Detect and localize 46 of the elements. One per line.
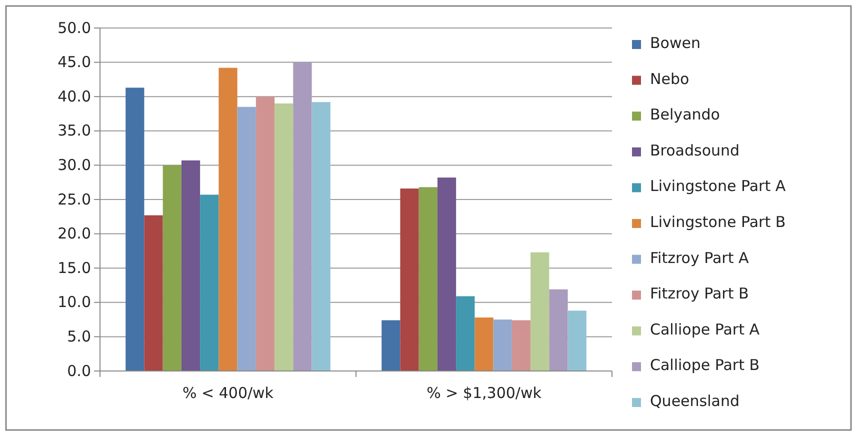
legend-label: Belyando bbox=[650, 106, 720, 124]
bar bbox=[237, 106, 256, 371]
bar bbox=[144, 215, 163, 371]
y-tick-label: 15.0 bbox=[58, 258, 91, 277]
bar bbox=[162, 165, 182, 371]
bar bbox=[126, 88, 144, 371]
legend-label: Bowen bbox=[650, 34, 700, 52]
bar bbox=[474, 317, 494, 371]
bar bbox=[568, 310, 586, 371]
legend-label: Fitzroy Part B bbox=[650, 284, 749, 303]
bar bbox=[293, 62, 312, 371]
bar bbox=[512, 320, 531, 371]
legend-label: Fitzroy Part A bbox=[650, 248, 750, 267]
x-tick-label: % > $1,300/wk bbox=[426, 384, 542, 402]
legend-label: Nebo bbox=[650, 70, 690, 88]
bar bbox=[382, 320, 400, 371]
legend-label: Broadsound bbox=[650, 141, 740, 160]
y-tick-label: 20.0 bbox=[58, 224, 91, 243]
bar bbox=[437, 178, 456, 371]
bar bbox=[456, 296, 475, 371]
legend-label: Livingstone Part B bbox=[650, 213, 786, 231]
y-tick-label: 45.0 bbox=[58, 53, 91, 72]
bar bbox=[530, 252, 550, 371]
bar bbox=[312, 102, 330, 371]
bar bbox=[418, 187, 438, 371]
bar bbox=[181, 160, 200, 371]
y-tick-label: 35.0 bbox=[58, 122, 91, 140]
y-tick-label: 25.0 bbox=[58, 190, 91, 208]
y-tick-label: 40.0 bbox=[58, 87, 91, 106]
legend-label: Calliope Part A bbox=[650, 320, 760, 338]
y-tick-label: 10.0 bbox=[58, 293, 91, 312]
bar bbox=[218, 68, 238, 371]
bar bbox=[400, 188, 419, 371]
y-tick-label: 0.0 bbox=[67, 362, 91, 380]
legend-label: Queensland bbox=[650, 392, 740, 410]
y-tick-label: 5.0 bbox=[67, 328, 91, 346]
legend-label: Livingstone Part A bbox=[650, 177, 786, 196]
y-tick-label: 30.0 bbox=[58, 156, 91, 174]
legend-label: Calliope Part B bbox=[650, 356, 760, 374]
bar bbox=[493, 320, 512, 371]
x-tick-label: % < 400/wk bbox=[182, 384, 274, 402]
bar bbox=[549, 289, 568, 371]
y-tick-label: 50.0 bbox=[58, 18, 91, 37]
bar bbox=[200, 194, 219, 371]
bar bbox=[274, 103, 294, 371]
bar bbox=[256, 96, 275, 371]
